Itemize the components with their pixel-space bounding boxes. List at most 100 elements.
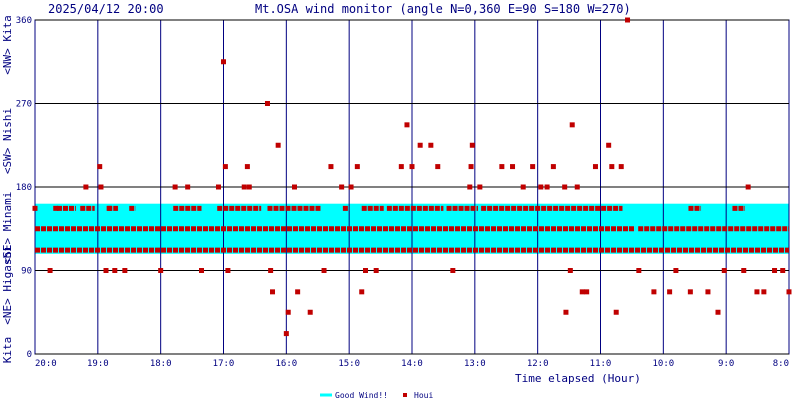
houi-point xyxy=(606,142,612,148)
houi-point xyxy=(667,289,673,295)
houi-point xyxy=(112,268,118,273)
houi-point xyxy=(417,142,423,148)
houi-point xyxy=(283,331,289,337)
houi-point xyxy=(122,268,128,273)
houi-point xyxy=(373,268,379,273)
houi-point xyxy=(339,184,345,190)
header-timestamp: 2025/04/12 20:00 xyxy=(48,2,164,16)
houi-point xyxy=(741,268,747,273)
houi-point xyxy=(520,184,526,190)
houi-point xyxy=(328,164,334,170)
houi-point xyxy=(569,122,575,128)
houi-point xyxy=(715,309,721,315)
chart-title: Mt.OSA wind monitor (angle N=0,360 E=90 … xyxy=(255,2,631,16)
houi-point xyxy=(538,184,544,190)
houi-point xyxy=(97,164,103,170)
houi-point xyxy=(780,268,786,273)
houi-point xyxy=(592,164,598,170)
houi-point xyxy=(636,268,642,273)
y-group-label: <NW> Kita xyxy=(1,15,14,75)
houi-point xyxy=(172,184,178,190)
houi-point xyxy=(562,184,568,190)
houi-point xyxy=(292,184,298,190)
houi-point xyxy=(221,59,226,65)
houi-point xyxy=(574,184,580,190)
houi-point xyxy=(295,289,301,295)
houi-point xyxy=(348,184,354,190)
houi-point xyxy=(404,122,410,128)
y-tick-label: 0 xyxy=(27,350,32,360)
y-tick-label: 90 xyxy=(21,267,32,277)
houi-point xyxy=(754,289,760,295)
x-tick-label: 20:0 xyxy=(35,359,57,369)
houi-point xyxy=(609,164,615,170)
houi-point xyxy=(270,289,276,295)
houi-point xyxy=(225,268,231,273)
houi-point xyxy=(579,289,585,295)
legend-houi-swatch xyxy=(403,393,407,397)
houi-point xyxy=(285,309,291,315)
houi-point xyxy=(468,164,474,170)
houi-point xyxy=(47,268,53,273)
houi-point xyxy=(567,268,573,273)
x-tick-label: 17:0 xyxy=(213,359,235,369)
houi-point xyxy=(544,184,550,190)
x-tick-label: 8:0 xyxy=(773,359,789,369)
houi-point xyxy=(268,268,274,273)
houi-point xyxy=(409,164,415,170)
houi-point xyxy=(530,164,536,170)
houi-point xyxy=(363,268,369,273)
houi-point xyxy=(53,205,59,211)
houi-point xyxy=(584,289,590,295)
houi-point xyxy=(241,184,247,190)
legend-houi-label: Houi xyxy=(414,391,433,400)
x-tick-label: 9:0 xyxy=(718,359,734,369)
x-tick-label: 18:0 xyxy=(150,359,172,369)
x-axis-label: Time elapsed (Hour) xyxy=(515,372,641,385)
legend-good-label: Good Wind!! xyxy=(335,391,388,400)
x-tick-label: 16:0 xyxy=(275,359,297,369)
houi-point xyxy=(772,268,778,273)
houi-point xyxy=(563,309,569,315)
houi-point xyxy=(32,205,38,211)
houi-point xyxy=(199,268,205,273)
houi-point xyxy=(550,164,556,170)
houi-point xyxy=(275,142,281,148)
x-tick-label: 12:0 xyxy=(527,359,549,369)
houi-point xyxy=(106,205,112,211)
houi-point xyxy=(687,289,693,295)
houi-point xyxy=(98,184,104,190)
houi-point xyxy=(264,101,270,106)
houi-point xyxy=(158,268,164,273)
houi-point xyxy=(467,184,473,190)
x-tick-label: 19:0 xyxy=(87,359,109,369)
houi-point xyxy=(613,309,619,315)
houi-point xyxy=(477,184,483,190)
houi-point xyxy=(761,289,767,295)
houi-point xyxy=(721,268,727,273)
houi-point xyxy=(450,268,456,273)
houi-point xyxy=(499,164,505,170)
x-tick-label: 15:0 xyxy=(338,359,360,369)
houi-point xyxy=(651,289,657,295)
houi-point xyxy=(321,268,327,273)
houi-point xyxy=(618,164,624,170)
houi-point xyxy=(673,268,679,273)
x-tick-label: 10:0 xyxy=(652,359,674,369)
houi-point xyxy=(428,142,434,148)
y-group-label: <SE> Minami xyxy=(1,192,14,265)
houi-point xyxy=(354,164,360,170)
houi-point xyxy=(246,184,252,190)
houi-point xyxy=(625,17,631,23)
houi-point xyxy=(359,289,365,295)
x-tick-label: 11:0 xyxy=(590,359,612,369)
houi-point xyxy=(469,142,475,148)
houi-point xyxy=(705,289,711,295)
houi-point xyxy=(398,164,404,170)
y-group-label: Kita xyxy=(1,337,14,364)
houi-point xyxy=(510,164,516,170)
houi-point xyxy=(307,309,313,315)
y-tick-label: 180 xyxy=(16,183,32,193)
y-tick-label: 360 xyxy=(16,16,32,26)
